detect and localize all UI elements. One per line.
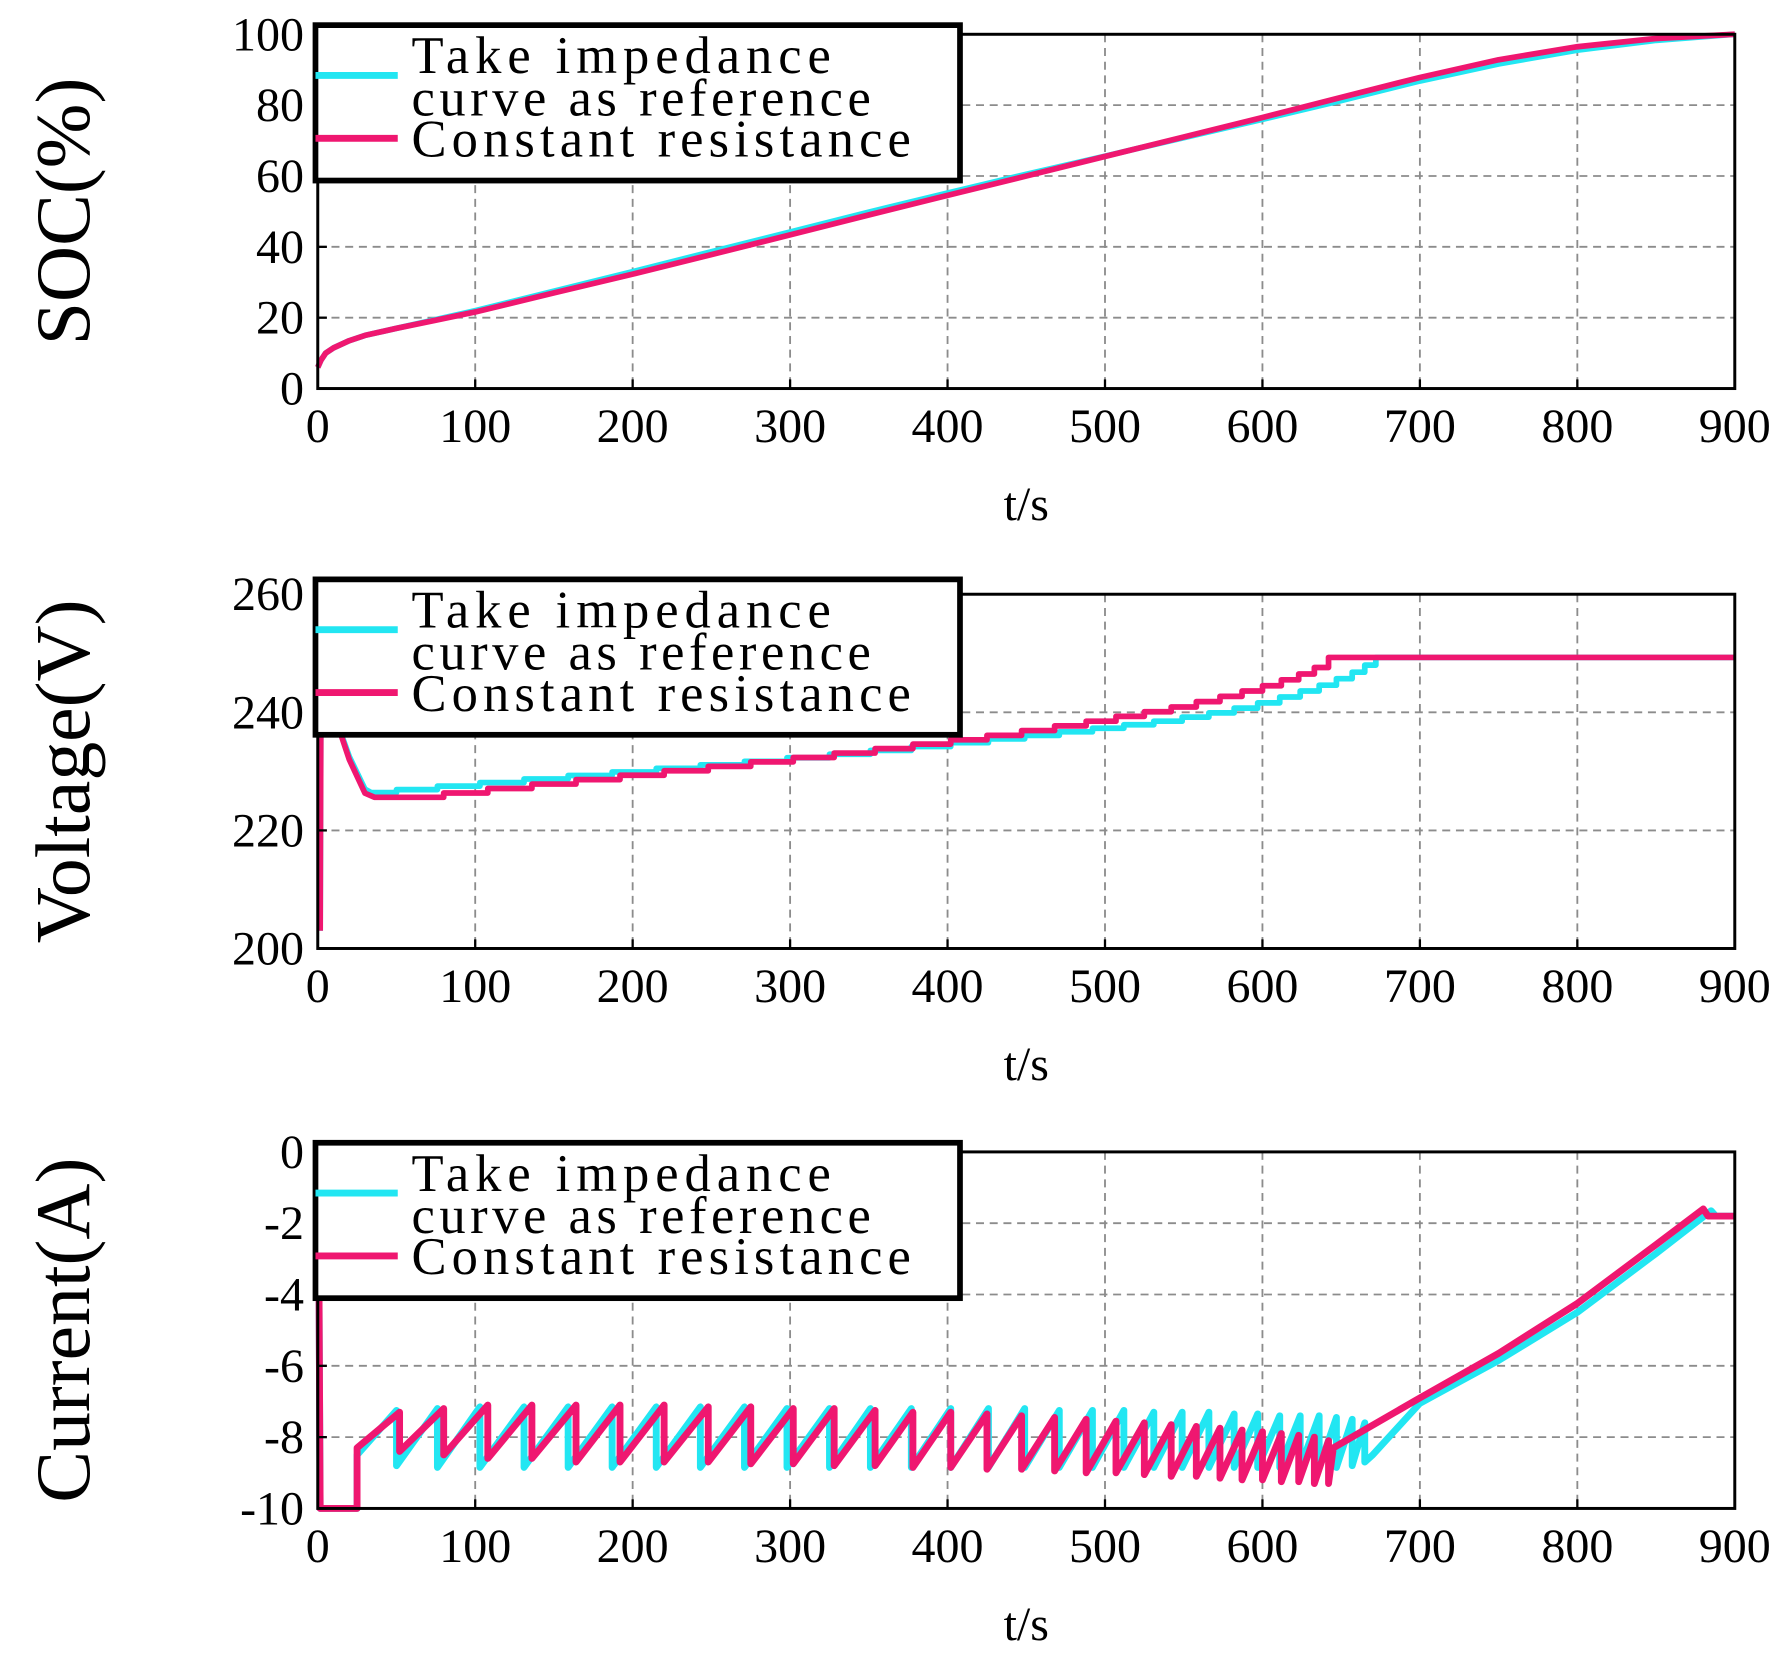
plot-frame [316, 1150, 1737, 1510]
y-tick-label: 200 [232, 922, 304, 975]
legend-label-constant-resistance: Constant resistance [411, 665, 910, 723]
x-tick-label: 400 [912, 400, 984, 453]
y-tick-label: -8 [264, 1411, 304, 1464]
x-tick-label: 200 [597, 960, 669, 1013]
y-tick-label: 100 [232, 8, 304, 61]
constant-resistance-line [317, 654, 1735, 931]
x-tick-label: 800 [1541, 400, 1613, 453]
x-tick-label: 100 [439, 1520, 511, 1573]
reference-impedance-line [317, 654, 1735, 931]
x-tick-label: 300 [754, 960, 826, 1013]
y-tick-label: 220 [232, 804, 304, 857]
y-tick-label: 20 [256, 292, 304, 345]
legend-box [312, 1139, 963, 1302]
x-tick-label: 700 [1384, 960, 1456, 1013]
plot-frame [316, 32, 1737, 391]
x-tick-label: 900 [1699, 960, 1771, 1013]
x-tick-label: 100 [439, 400, 511, 453]
soc-chart: 0 100 200 300 400 500 600 700 800 900 0 20 40 60 80 100… [20, 8, 1771, 531]
x-tick-label: 100 [439, 960, 511, 1013]
legend-box [312, 576, 963, 738]
legend-label-constant-resistance: Constant resistance [411, 111, 910, 169]
x-axis-label: t/s [1004, 478, 1049, 531]
y-tick-label: -10 [240, 1482, 304, 1535]
x-tick-label: 800 [1541, 960, 1613, 1013]
x-tick-label: 500 [1069, 960, 1141, 1013]
y-tick-label: 80 [256, 79, 304, 132]
x-tick-label: 500 [1069, 1520, 1141, 1573]
x-tick-label: 900 [1699, 400, 1771, 453]
constant-resistance-line [315, 31, 1735, 369]
x-tick-label: 200 [597, 1520, 669, 1573]
legend-box [312, 22, 963, 184]
x-tick-label: 600 [1226, 400, 1298, 453]
x-axis-label: t/s [1004, 1038, 1049, 1091]
x-tick-label: 500 [1069, 400, 1141, 453]
y-tick-label: 0 [280, 1126, 304, 1179]
x-tick-label: 900 [1699, 1520, 1771, 1573]
legend-label-constant-resistance: Constant resistance [411, 1228, 910, 1286]
constant-resistance-line [315, 1205, 1735, 1512]
voltage-chart: 0 100 200 300 400 500 600 700 800 900 200 220 240 260… [20, 568, 1771, 1091]
x-tick-label: 400 [912, 960, 984, 1013]
y-tick-label: -4 [264, 1269, 304, 1322]
x-tick-label: 700 [1384, 1520, 1456, 1573]
y-tick-label: 0 [280, 363, 304, 416]
x-tick-label: 300 [754, 400, 826, 453]
y-tick-label: -2 [264, 1197, 304, 1250]
y-tick-label: 40 [256, 221, 304, 274]
y-tick-label: 260 [232, 568, 304, 621]
x-tick-label: 200 [597, 400, 669, 453]
x-axis-label: t/s [1004, 1598, 1049, 1651]
x-tick-label: 400 [912, 1520, 984, 1573]
x-tick-label: 300 [754, 1520, 826, 1573]
x-tick-label: 0 [306, 960, 330, 1013]
x-tick-label: 0 [306, 400, 330, 453]
y-tick-label: 60 [256, 150, 304, 203]
y-tick-label: 240 [232, 686, 304, 739]
y-axis-label: Voltage(V) [20, 599, 106, 943]
plot-frame [316, 592, 1737, 950]
x-tick-label: 700 [1384, 400, 1456, 453]
x-tick-label: 600 [1226, 960, 1298, 1013]
x-tick-label: 600 [1226, 1520, 1298, 1573]
x-tick-label: 0 [306, 1520, 330, 1573]
y-tick-label: -6 [264, 1340, 304, 1393]
y-axis-label: Current(A) [20, 1158, 106, 1503]
x-tick-label: 800 [1541, 1520, 1613, 1573]
y-axis-label: SOC(%) [20, 78, 106, 346]
current-chart: 0 100 200 300 400 500 600 700 800 900 -10 -8 -6 -4 -2 0… [20, 1126, 1771, 1651]
